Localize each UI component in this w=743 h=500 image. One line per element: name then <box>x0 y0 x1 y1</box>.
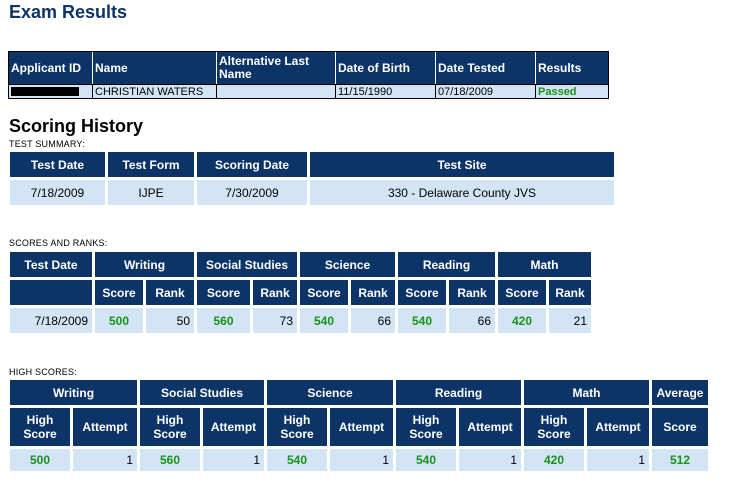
test-summary-table: Test Date Test Form Scoring Date Test Si… <box>7 149 617 208</box>
rank-label: Rank <box>549 280 591 305</box>
ranks-subject-row: Test Date Writing Social Studies Science… <box>10 252 591 277</box>
page-title: Exam Results <box>9 2 128 22</box>
ranks-label-row: Score Rank Score Rank Score Rank Score R… <box>10 280 591 305</box>
attempt-label: Attempt <box>459 408 521 446</box>
attempt-label: Attempt <box>587 408 649 446</box>
summary-header-scoring-date: Scoring Date <box>197 152 307 177</box>
alt-last-name-cell <box>217 84 336 98</box>
applicant-header-row: Applicant ID Name Alternative Last Name … <box>9 52 608 84</box>
reading-attempt: 1 <box>459 449 521 471</box>
ranks-header-social-studies: Social Studies <box>197 252 297 277</box>
summary-row: 7/18/2009 IJPE 7/30/2009 330 - Delaware … <box>10 180 614 205</box>
applicant-row: CHRISTIAN WATERS 11/15/1990 07/18/2009 P… <box>9 84 608 98</box>
test-summary-caption: TEST SUMMARY: <box>9 139 85 149</box>
math-high-score: 420 <box>524 449 584 471</box>
redacted-id-bar <box>11 87 79 97</box>
reading-score: 540 <box>398 308 446 333</box>
ranks-header-blank <box>10 280 92 305</box>
name-cell: CHRISTIAN WATERS <box>93 84 217 98</box>
rank-label: Rank <box>449 280 495 305</box>
writing-score: 500 <box>95 308 143 333</box>
summary-header-test-site: Test Site <box>310 152 614 177</box>
rank-label: Rank <box>253 280 297 305</box>
high-header-science: Science <box>267 380 393 405</box>
high-header-average: Average <box>652 380 708 405</box>
summary-test-site: 330 - Delaware County JVS <box>310 180 614 205</box>
header-dob: Date of Birth <box>336 52 436 84</box>
ranks-test-date: 7/18/2009 <box>10 308 92 333</box>
ranks-header-writing: Writing <box>95 252 194 277</box>
science-attempt: 1 <box>330 449 393 471</box>
summary-header-test-form: Test Form <box>108 152 194 177</box>
header-results: Results <box>536 52 608 84</box>
header-alt-last-name: Alternative Last Name <box>217 52 336 84</box>
math-attempt: 1 <box>587 449 649 471</box>
reading-high-score: 540 <box>396 449 456 471</box>
math-score: 420 <box>498 308 546 333</box>
applicant-table: Applicant ID Name Alternative Last Name … <box>8 51 609 99</box>
high-subject-row: Writing Social Studies Science Reading M… <box>10 380 708 405</box>
writing-rank: 50 <box>146 308 194 333</box>
date-tested-cell: 07/18/2009 <box>436 84 536 98</box>
dob-cell: 11/15/1990 <box>336 84 436 98</box>
high-score-label: High Score <box>267 408 327 446</box>
attempt-label: Attempt <box>203 408 264 446</box>
high-score-label: High Score <box>140 408 200 446</box>
social-studies-rank: 73 <box>253 308 297 333</box>
high-header-reading: Reading <box>396 380 521 405</box>
average-score-label: Score <box>652 408 708 446</box>
high-header-math: Math <box>524 380 649 405</box>
rank-label: Rank <box>146 280 194 305</box>
summary-header-row: Test Date Test Form Scoring Date Test Si… <box>10 152 614 177</box>
ranks-header-test-date: Test Date <box>10 252 92 277</box>
summary-scoring-date: 7/30/2009 <box>197 180 307 205</box>
score-label: Score <box>300 280 348 305</box>
applicant-id-cell <box>9 84 93 98</box>
ranks-data-row: 7/18/2009 500 50 560 73 540 66 540 66 42… <box>10 308 591 333</box>
social-studies-score: 560 <box>197 308 250 333</box>
writing-high-score: 500 <box>10 449 70 471</box>
high-header-social-studies: Social Studies <box>140 380 264 405</box>
reading-rank: 66 <box>449 308 495 333</box>
score-label: Score <box>398 280 446 305</box>
scoring-history-title: Scoring History <box>9 116 144 136</box>
summary-test-date: 7/18/2009 <box>10 180 105 205</box>
science-high-score: 540 <box>267 449 327 471</box>
high-label-row: High Score Attempt High Score Attempt Hi… <box>10 408 708 446</box>
scores-ranks-caption: SCORES AND RANKS: <box>9 238 108 248</box>
high-score-label: High Score <box>10 408 70 446</box>
ranks-header-science: Science <box>300 252 395 277</box>
score-label: Score <box>498 280 546 305</box>
rank-label: Rank <box>351 280 395 305</box>
social-studies-attempt: 1 <box>203 449 264 471</box>
science-score: 540 <box>300 308 348 333</box>
header-name: Name <box>93 52 217 84</box>
average-score: 512 <box>652 449 708 471</box>
scores-ranks-table: Test Date Writing Social Studies Science… <box>7 249 594 336</box>
score-label: Score <box>95 280 143 305</box>
high-score-label: High Score <box>524 408 584 446</box>
science-rank: 66 <box>351 308 395 333</box>
high-data-row: 500 1 560 1 540 1 540 1 420 1 512 <box>10 449 708 471</box>
score-label: Score <box>197 280 250 305</box>
ranks-header-reading: Reading <box>398 252 495 277</box>
result-status: Passed <box>536 84 608 98</box>
high-scores-caption: HIGH SCORES: <box>9 367 77 377</box>
attempt-label: Attempt <box>73 408 137 446</box>
math-rank: 21 <box>549 308 591 333</box>
ranks-header-math: Math <box>498 252 591 277</box>
high-scores-table: Writing Social Studies Science Reading M… <box>7 377 711 474</box>
social-studies-high-score: 560 <box>140 449 200 471</box>
summary-test-form: IJPE <box>108 180 194 205</box>
high-score-label: High Score <box>396 408 456 446</box>
header-date-tested: Date Tested <box>436 52 536 84</box>
summary-header-test-date: Test Date <box>10 152 105 177</box>
attempt-label: Attempt <box>330 408 393 446</box>
writing-attempt: 1 <box>73 449 137 471</box>
high-header-writing: Writing <box>10 380 137 405</box>
header-applicant-id: Applicant ID <box>9 52 93 84</box>
